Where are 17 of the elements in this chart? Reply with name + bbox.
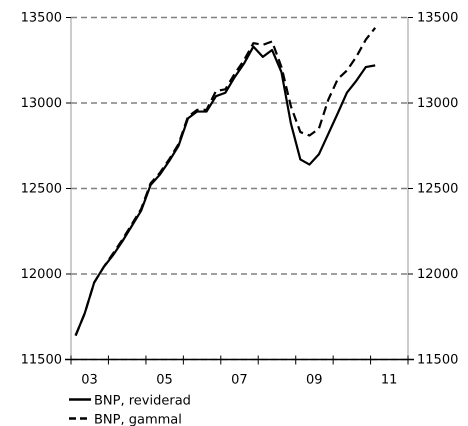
y-tick-label: 13500 <box>20 10 62 26</box>
y2-tick-label: 11500 <box>417 352 458 368</box>
x-tick-label: 05 <box>156 372 173 388</box>
y-tick-label: 11500 <box>20 352 62 368</box>
x-tick-label: 09 <box>306 372 323 388</box>
y-tick-label: 12000 <box>20 267 62 282</box>
x-tick-label: 03 <box>81 372 98 388</box>
y2-tick-label: 12500 <box>417 182 458 197</box>
y2-tick-label: 13000 <box>417 96 458 112</box>
legend-label: BNP, gammal <box>94 412 182 426</box>
x-tick-label: 11 <box>380 372 398 388</box>
y-tick-label: 13000 <box>20 96 62 112</box>
y2-tick-label: 13500 <box>417 10 458 26</box>
legend-label: BNP, reviderad <box>94 394 191 408</box>
x-tick-label: 07 <box>231 372 248 388</box>
y-tick-label: 12500 <box>20 182 62 197</box>
y2-tick-label: 12000 <box>417 267 458 282</box>
